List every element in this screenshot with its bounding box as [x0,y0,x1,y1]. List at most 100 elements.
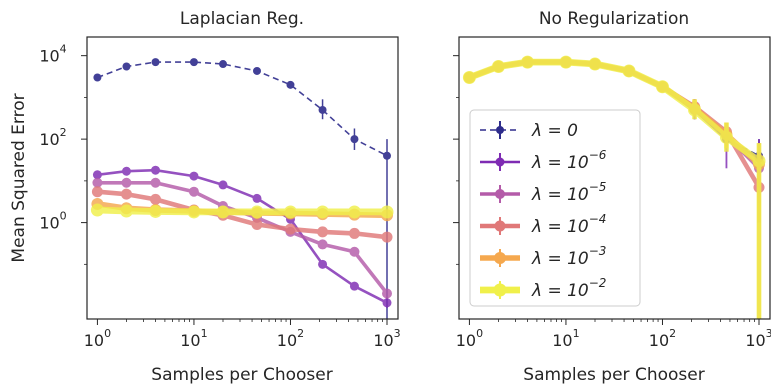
right-y-ticks [453,55,459,265]
data-point [150,177,161,188]
data-point [121,166,131,176]
data-point [284,223,296,235]
y-tick-label: 104 [39,43,66,66]
right-plot-area [462,55,766,319]
legend-entry: λ = 10−2 [480,276,606,301]
x-tick-label: 103 [745,327,771,350]
left-x-axis-label: Samples per Chooser [151,365,332,385]
data-point [318,105,327,114]
x-tick-label: 102 [277,327,304,350]
right-x-axis-label: Samples per Chooser [523,365,704,385]
x-tick-label: 101 [180,327,207,350]
data-point [349,246,360,257]
data-point [252,66,261,75]
data-point [121,177,132,188]
left-x-ticks: 100 101 102 103 [84,319,401,350]
data-point [188,186,199,197]
series-5 [90,203,394,219]
data-point [218,180,228,190]
legend-swatch-marker [494,252,506,264]
data-point [151,165,161,175]
legend-entry: λ = 10−3 [480,244,606,269]
data-point [252,193,262,203]
data-point [317,226,329,238]
legend-entry: λ = 10−5 [480,180,606,205]
data-point [317,239,328,250]
series-2 [92,177,393,299]
legend-label: λ = 10−6 [531,148,607,173]
data-point [491,59,505,73]
data-point [122,62,131,71]
data-point [90,203,104,217]
series-3 [91,186,393,243]
legend-swatch-marker [493,283,507,297]
data-point [250,205,264,219]
data-point [382,298,392,308]
x-tick-label: 100 [84,327,111,350]
series-5 [462,55,766,319]
x-tick-label: 102 [649,327,676,350]
data-point [347,205,361,219]
legend-label: λ = 10−3 [531,244,606,269]
left-plot-area [90,58,394,319]
data-point [588,57,602,71]
legend-swatch-marker [496,126,504,134]
legend-label: λ = 10−4 [531,212,606,237]
series-line [97,168,388,304]
y-axis-label: Mean Squared Error [9,93,29,262]
data-point [189,171,199,181]
data-point [382,288,393,299]
series-line [97,61,388,157]
data-point [283,205,297,219]
left-plot-frame [86,36,399,320]
data-point [655,80,669,94]
data-point [92,177,103,188]
y-tick-label: 102 [39,126,66,149]
data-point [216,205,230,219]
legend: λ = 0 λ = 10−6 λ = 10−5 λ = 10−4 λ = 10−3 λ =… [469,109,641,307]
data-point [91,186,103,198]
data-point [462,70,476,84]
data-point [286,80,295,89]
data-point [521,55,535,69]
y-tick-label: 100 [39,210,66,233]
right-x-ticks: 100 101 102 103 [456,319,771,350]
data-point [187,205,201,219]
data-point [622,64,636,78]
right-plot-frame [458,36,771,320]
data-point [348,227,360,239]
data-point [119,204,133,218]
data-point [92,170,102,180]
data-point [318,259,328,269]
data-point [349,281,359,291]
data-point [150,193,162,205]
series-line [97,189,388,240]
legend-entry: λ = 0 [480,121,578,141]
legend-entry: λ = 10−6 [480,148,607,173]
data-point [189,58,198,67]
left-panel-title: Laplacian Reg. [180,9,304,29]
legend-swatch-marker [495,157,505,167]
data-point [350,135,359,144]
series-line [97,181,389,295]
data-point [752,154,766,168]
left-panel: Laplacian Reg. 100 101 102 103 100 102 104 Sa… [9,9,401,385]
series-1 [92,165,392,308]
data-point [383,151,392,160]
legend-label: λ = 10−5 [531,180,606,205]
legend-swatch-marker [495,189,505,199]
x-tick-label: 101 [552,327,579,350]
x-tick-label: 100 [456,327,483,350]
legend-entry: λ = 10−4 [480,212,606,237]
data-point [93,73,102,82]
data-point [120,188,132,200]
data-point [251,219,263,231]
legend-swatch-marker [494,220,506,232]
series-line [97,206,387,216]
data-point [151,58,160,67]
x-tick-label: 103 [373,327,400,350]
left-y-ticks: 100 102 104 [39,43,87,265]
series-line [468,58,761,164]
right-panel: No Regularization 100 101 102 103 Samples p… [453,9,771,385]
